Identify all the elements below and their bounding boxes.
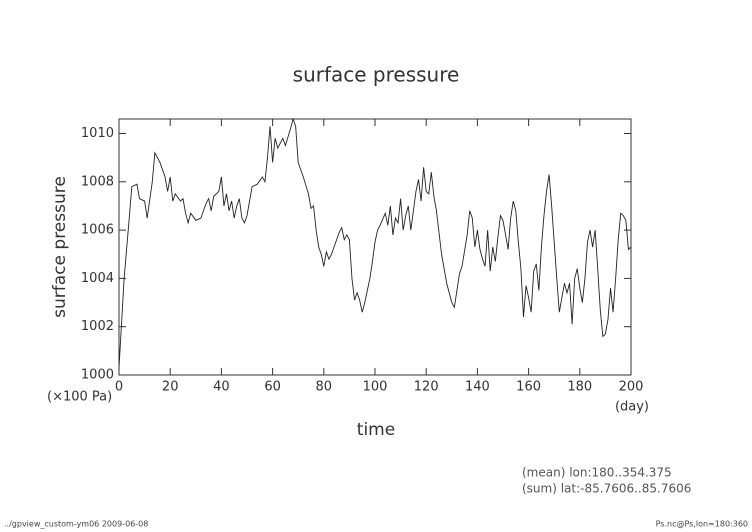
x-tick-label: 180	[567, 380, 592, 395]
annotation: (sum) lat:-85.7606..85.7606	[522, 482, 691, 496]
x-tick-label: 60	[264, 380, 281, 395]
y-tick-label: 1008	[81, 174, 114, 189]
x-tick-label: 160	[516, 380, 541, 395]
y-tick-label: 1004	[81, 271, 114, 286]
x-tick-label: 120	[414, 380, 439, 395]
y-axis-label: surface pressure	[50, 176, 70, 318]
footer: ../gpview_custom-ym06 2009-06-08	[4, 520, 148, 529]
y-tick-label: 1000	[81, 368, 114, 383]
chart-title: surface pressure	[293, 63, 460, 87]
x-tick-label: 0	[115, 380, 123, 395]
y-tick-label: 1006	[81, 223, 114, 238]
x-tick-label: 200	[619, 380, 644, 395]
footer: Ps.nc@Ps,lon=180:360	[656, 520, 748, 529]
x-unit: (day)	[615, 400, 649, 415]
annotation: (mean) lon:180..354.375	[522, 466, 672, 480]
x-axis-label: time	[357, 420, 395, 440]
y-tick-label: 1002	[81, 319, 114, 334]
x-tick-label: 40	[213, 380, 230, 395]
data-line	[118, 117, 632, 368]
y-unit: (×100 Pa)	[47, 390, 112, 405]
x-tick-label: 80	[316, 380, 333, 395]
x-tick-label: 100	[363, 380, 388, 395]
x-tick-label: 20	[162, 380, 179, 395]
x-tick-label: 140	[465, 380, 490, 395]
y-tick-label: 1010	[81, 126, 114, 141]
